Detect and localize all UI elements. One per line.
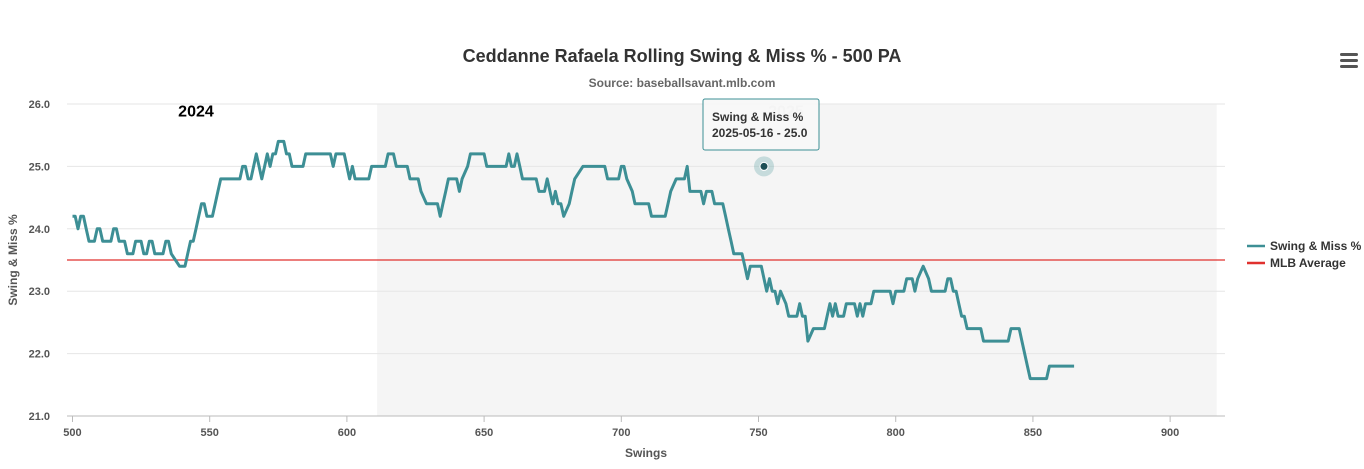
x-tick-label: 500 bbox=[63, 427, 81, 439]
x-tick-label: 900 bbox=[1161, 427, 1179, 439]
tooltip: Swing & Miss % 2025-05-16 - 25.0 bbox=[702, 98, 820, 151]
y-tick-label: 21.0 bbox=[29, 411, 50, 423]
tooltip-value: 2025-05-16 - 25.0 bbox=[712, 126, 808, 140]
x-tick-labels: 500 550 600 650 700 750 800 850 900 bbox=[63, 416, 1179, 439]
x-tick-label: 700 bbox=[612, 427, 630, 439]
hover-point-marker[interactable] bbox=[759, 161, 769, 171]
hamburger-menu-icon[interactable] bbox=[1336, 46, 1358, 70]
y-tick-label: 25.0 bbox=[29, 161, 50, 173]
legend-item-swing-miss[interactable]: Swing & Miss % bbox=[1247, 239, 1362, 253]
chart-title: Ceddanne Rafaela Rolling Swing & Miss % … bbox=[463, 46, 902, 66]
x-tick-label: 800 bbox=[887, 427, 905, 439]
y-tick-labels: 21.0 22.0 23.0 24.0 25.0 26.0 bbox=[29, 99, 50, 423]
tooltip-title: Swing & Miss % bbox=[712, 110, 804, 124]
y-axis-title: Swing & Miss % bbox=[6, 214, 20, 306]
legend: Swing & Miss % MLB Average bbox=[1247, 239, 1362, 270]
y-tick-label: 24.0 bbox=[29, 224, 50, 236]
legend-label-swing-miss: Swing & Miss % bbox=[1270, 239, 1362, 253]
x-tick-label: 850 bbox=[1024, 427, 1042, 439]
swing-miss-series-line[interactable] bbox=[72, 139, 1075, 381]
y-tick-label: 26.0 bbox=[29, 99, 50, 111]
x-tick-label: 650 bbox=[475, 427, 493, 439]
chart-subtitle: Source: baseballsavant.mlb.com bbox=[589, 76, 776, 90]
tooltip-box bbox=[702, 98, 820, 151]
x-tick-label: 600 bbox=[338, 427, 356, 439]
y-tick-label: 22.0 bbox=[29, 349, 50, 361]
x-tick-label: 550 bbox=[201, 427, 219, 439]
legend-item-mlb-average[interactable]: MLB Average bbox=[1247, 256, 1346, 270]
y-tick-label: 23.0 bbox=[29, 286, 50, 298]
x-tick-label: 750 bbox=[749, 427, 767, 439]
season-label-2024: 2024 bbox=[178, 103, 214, 120]
x-axis-title: Swings bbox=[625, 446, 667, 460]
legend-label-mlb-average: MLB Average bbox=[1270, 256, 1346, 270]
